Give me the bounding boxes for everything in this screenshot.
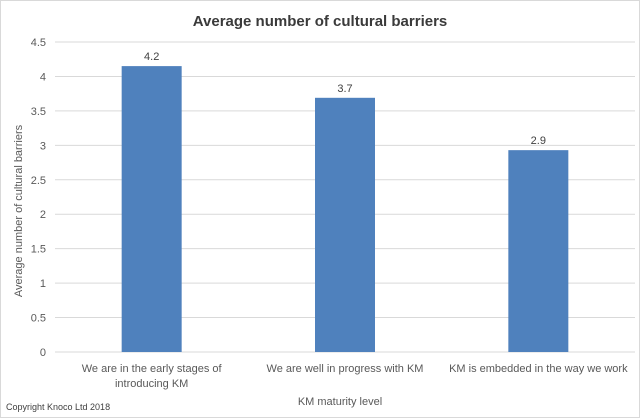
bar xyxy=(508,150,569,352)
data-labels: 4.2 3.7 2.9 xyxy=(144,51,546,147)
bar xyxy=(315,97,375,352)
x-category-label: We are well in progress with KM xyxy=(267,363,424,375)
data-label: 4.2 xyxy=(144,51,159,63)
y-tick-label: 4.5 xyxy=(31,37,46,49)
y-tick-label: 2.5 xyxy=(31,175,46,187)
y-tick-label: 1 xyxy=(40,278,46,290)
y-tick-label: 4 xyxy=(40,71,46,83)
bar xyxy=(121,66,182,352)
copyright-text: Copyright Knoco Ltd 2018 xyxy=(6,402,110,412)
x-category-label: We are in the early stages of xyxy=(82,363,223,375)
x-category-label: KM is embedded in the way we work xyxy=(449,363,628,375)
y-tick-label: 2 xyxy=(40,209,46,221)
x-category-labels: We are in the early stages of introducing… xyxy=(82,363,628,390)
chart-title: Average number of cultural barriers xyxy=(193,13,448,30)
y-tick-label: 0.5 xyxy=(31,313,46,325)
y-tick-label: 3 xyxy=(40,140,46,152)
x-axis-title: KM maturity level xyxy=(298,396,382,408)
bars xyxy=(121,66,569,352)
y-tick-label: 3.5 xyxy=(31,106,46,118)
x-category-label: introducing KM xyxy=(115,378,188,390)
data-label: 3.7 xyxy=(337,83,352,95)
y-axis-title: Average number of cultural barriers xyxy=(13,124,25,297)
y-tick-label: 0 xyxy=(40,347,46,359)
y-tick-labels: 0 0.5 1 1.5 2 2.5 3 3.5 4 4.5 xyxy=(31,37,46,359)
data-label: 2.9 xyxy=(531,135,546,147)
y-tick-label: 1.5 xyxy=(31,244,46,256)
